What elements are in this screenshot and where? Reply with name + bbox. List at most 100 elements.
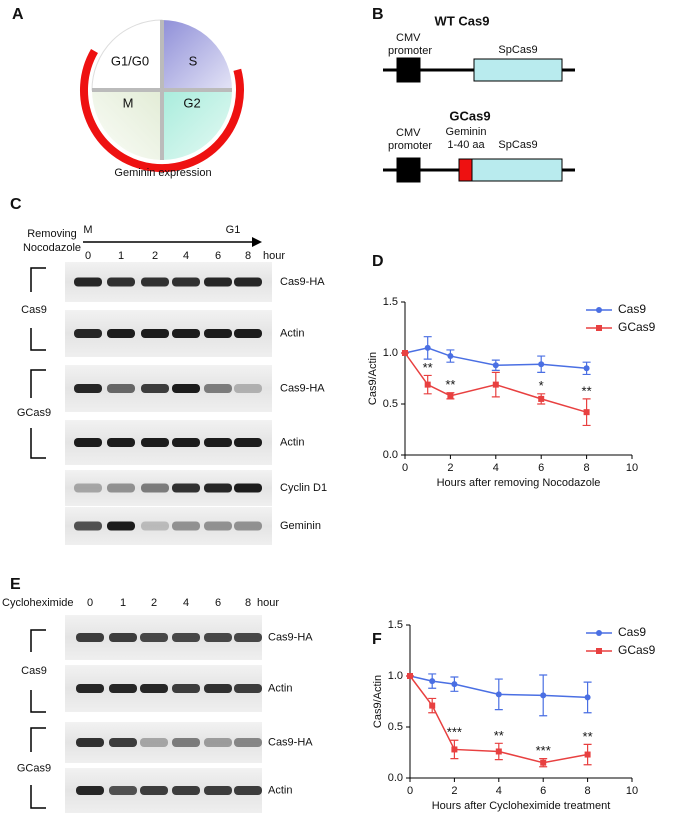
band — [141, 329, 169, 338]
band — [141, 521, 169, 531]
marker — [584, 751, 591, 758]
significance: ** — [583, 729, 593, 744]
band — [74, 521, 102, 531]
legend-marker — [596, 648, 602, 654]
legend-marker — [596, 325, 602, 331]
y-tick-label: 1.5 — [388, 619, 403, 631]
band — [234, 786, 262, 795]
phase-label: G1/G0 — [111, 53, 149, 68]
marker — [451, 681, 458, 688]
band — [141, 384, 169, 393]
band — [204, 786, 232, 795]
band — [172, 384, 200, 393]
band — [172, 438, 200, 447]
y-tick-label: 0.5 — [383, 398, 398, 410]
marker — [447, 353, 454, 360]
phase-label: G1 — [226, 224, 241, 236]
band — [204, 483, 232, 493]
band — [140, 633, 168, 642]
band — [140, 738, 168, 747]
band — [76, 684, 104, 693]
blot-label: Cyclin D1 — [280, 482, 327, 494]
phase-label: M — [123, 95, 134, 110]
group-label: GCas9 — [17, 407, 51, 419]
band — [234, 438, 262, 447]
timepoint: 0 — [87, 597, 93, 609]
x-tick-label: 0 — [402, 462, 408, 474]
x-tick-label: 6 — [538, 462, 544, 474]
construct-title: WT Cas9 — [435, 13, 490, 28]
marker — [429, 702, 436, 709]
band — [172, 521, 200, 531]
band — [234, 483, 262, 493]
group-label: Cas9 — [21, 665, 47, 677]
marker — [538, 361, 545, 368]
timepoint: 2 — [151, 597, 157, 609]
group-bracket — [30, 727, 46, 809]
band — [234, 277, 262, 287]
band — [234, 684, 262, 693]
panel-label: E — [10, 576, 21, 593]
band — [204, 684, 232, 693]
panel-label: B — [372, 6, 384, 23]
group-bracket — [30, 267, 46, 351]
y-tick-label: 1.0 — [388, 670, 403, 682]
promoter-label: CMV — [396, 127, 421, 139]
band — [76, 738, 104, 747]
band — [74, 483, 102, 493]
y-axis-label: Cas9/Actin — [372, 675, 384, 728]
band — [74, 329, 102, 338]
tag-label: Geminin — [446, 126, 487, 138]
marker — [538, 395, 545, 402]
phase-label: M — [83, 224, 92, 236]
significance: ** — [423, 360, 433, 375]
group-label: GCas9 — [17, 762, 51, 774]
significance: *** — [536, 743, 551, 758]
band — [204, 521, 232, 531]
band — [76, 633, 104, 642]
construct-title: GCas9 — [449, 108, 490, 123]
marker — [451, 746, 458, 753]
band — [172, 633, 200, 642]
x-tick-label: 10 — [626, 785, 638, 797]
band — [74, 277, 102, 287]
series-line — [409, 675, 588, 699]
band — [109, 684, 137, 693]
marker — [424, 344, 431, 351]
legend-label: Cas9 — [618, 625, 646, 639]
timepoint: 6 — [215, 597, 221, 609]
timepoint: 0 — [85, 250, 91, 262]
y-tick-label: 0.0 — [388, 772, 403, 784]
time-unit: hour — [257, 597, 279, 609]
band — [234, 521, 262, 531]
caption: Geminin expression — [114, 167, 211, 179]
marker — [492, 362, 499, 369]
band — [172, 483, 200, 493]
band — [107, 329, 135, 338]
significance: ** — [582, 383, 592, 398]
legend-label: GCas9 — [618, 643, 656, 657]
blot-label: Geminin — [280, 520, 321, 532]
panel-label: D — [372, 253, 384, 270]
timepoint: 1 — [120, 597, 126, 609]
blot-label: Cas9-HA — [268, 631, 313, 643]
series-line — [409, 675, 588, 764]
x-tick-label: 2 — [447, 462, 453, 474]
timepoint: 4 — [183, 597, 189, 609]
y-tick-label: 0.5 — [388, 721, 403, 733]
band — [204, 738, 232, 747]
band — [204, 438, 232, 447]
treatment: Nocodazole — [23, 242, 81, 254]
band — [172, 329, 200, 338]
x-tick-label: 2 — [451, 785, 457, 797]
panel-label: C — [10, 196, 22, 213]
cell-cycle-diagram — [80, 19, 244, 173]
band — [107, 438, 135, 447]
treatment: Cycloheximide — [2, 597, 74, 609]
band — [204, 384, 232, 393]
gene-label: SpCas9 — [498, 139, 537, 151]
marker — [429, 678, 436, 685]
blot-label: Cas9-HA — [268, 736, 313, 748]
blot-label: Actin — [280, 436, 304, 448]
